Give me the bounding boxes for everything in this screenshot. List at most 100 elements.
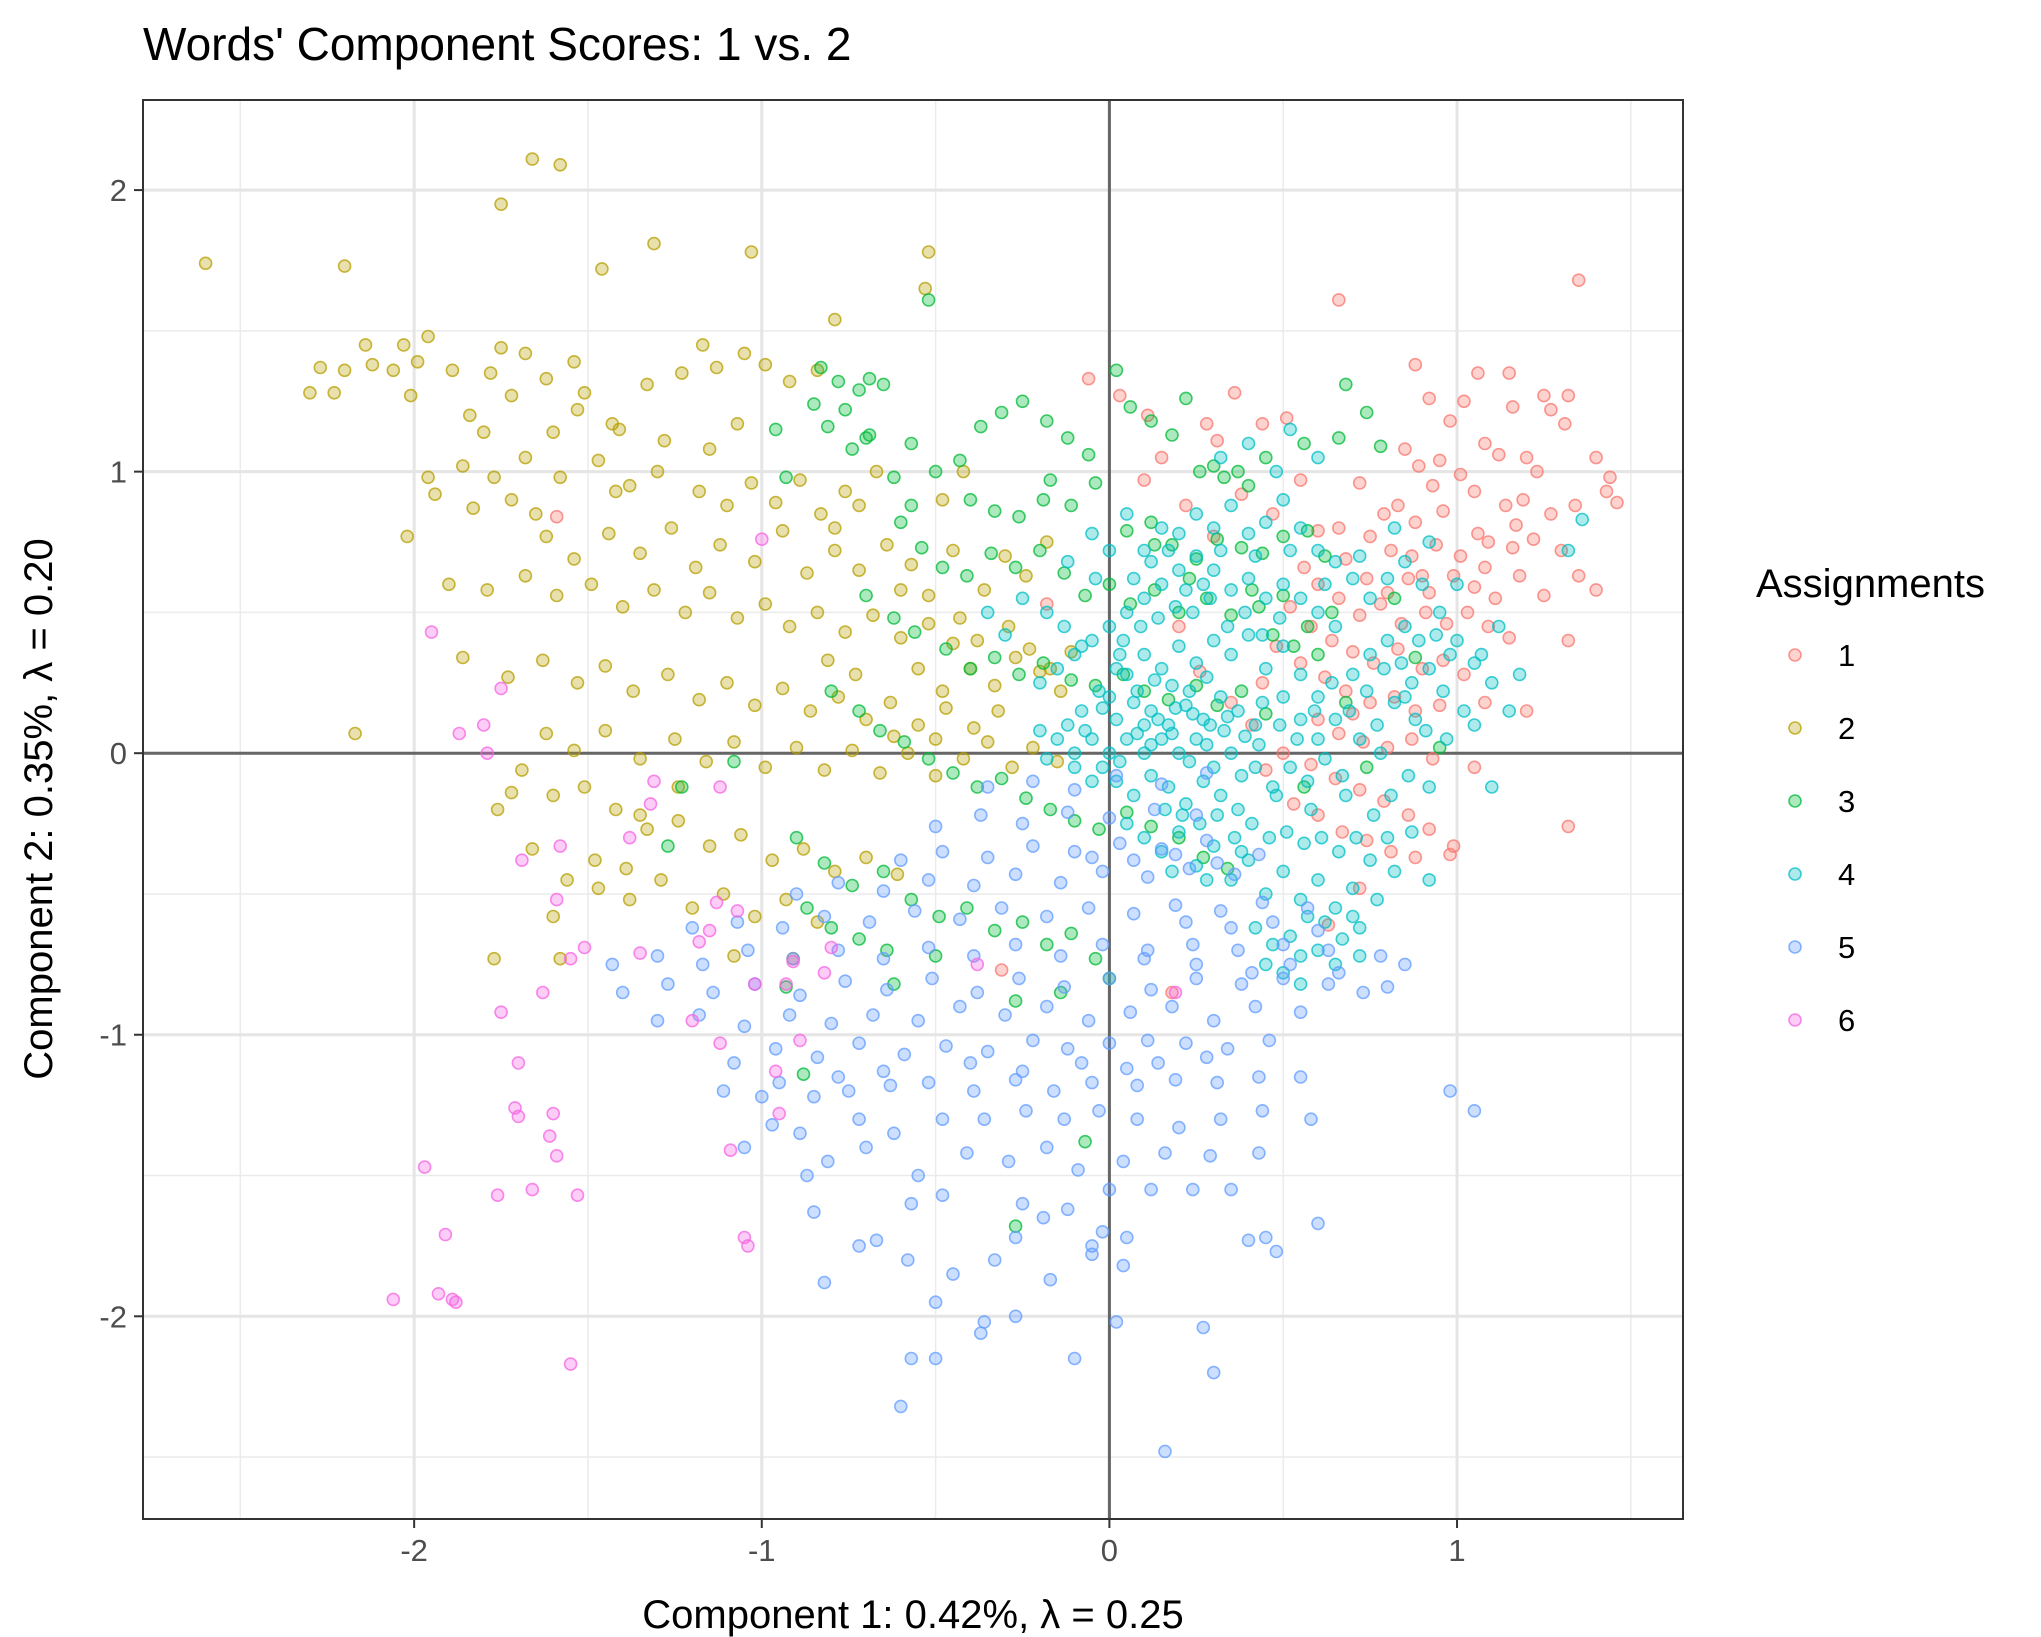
data-point bbox=[1109, 768, 1124, 783]
data-point bbox=[935, 492, 950, 507]
data-point bbox=[1311, 923, 1325, 938]
legend-label: 6 bbox=[1838, 1003, 1855, 1038]
data-point bbox=[1352, 881, 1367, 896]
data-point bbox=[998, 549, 1012, 563]
data-point bbox=[1311, 523, 1325, 538]
data-point bbox=[553, 951, 568, 966]
data-point bbox=[1259, 706, 1273, 721]
data-point bbox=[1078, 723, 1092, 738]
data-point bbox=[1241, 478, 1256, 493]
data-point bbox=[1137, 718, 1151, 732]
data-point bbox=[789, 887, 804, 901]
data-point bbox=[1544, 507, 1558, 521]
data-point bbox=[998, 1008, 1012, 1022]
data-point bbox=[1126, 571, 1141, 586]
data-point bbox=[1102, 690, 1117, 704]
data-point bbox=[608, 802, 623, 817]
data-point bbox=[921, 940, 936, 955]
data-point bbox=[1366, 808, 1381, 822]
data-point bbox=[1036, 656, 1051, 670]
data-point bbox=[1363, 591, 1377, 606]
data-point bbox=[1189, 549, 1204, 563]
data-point bbox=[1227, 830, 1242, 845]
data-point bbox=[1140, 1033, 1155, 1048]
data-point bbox=[1387, 591, 1402, 606]
data-point bbox=[1220, 709, 1235, 724]
data-point bbox=[1196, 577, 1211, 592]
data-point bbox=[852, 1036, 866, 1050]
data-point bbox=[1154, 521, 1169, 535]
data-point bbox=[935, 844, 950, 859]
data-point bbox=[1328, 554, 1343, 569]
data-point bbox=[1255, 1104, 1270, 1118]
data-point bbox=[1363, 853, 1377, 868]
data-point bbox=[400, 529, 415, 544]
data-point bbox=[876, 951, 891, 966]
data-point bbox=[1043, 1272, 1058, 1287]
data-point bbox=[584, 577, 599, 592]
data-point bbox=[1085, 633, 1099, 648]
data-point bbox=[1238, 605, 1252, 620]
data-point bbox=[1561, 819, 1576, 834]
data-point bbox=[939, 701, 953, 715]
data-point bbox=[1060, 718, 1075, 732]
data-point bbox=[1036, 492, 1051, 507]
data-point bbox=[553, 158, 568, 172]
data-point bbox=[1186, 937, 1200, 952]
data-point bbox=[1060, 431, 1075, 445]
data-point bbox=[1234, 540, 1249, 555]
data-point bbox=[1085, 850, 1099, 865]
data-point bbox=[852, 704, 866, 718]
data-point bbox=[1405, 732, 1419, 746]
data-point bbox=[1064, 673, 1078, 687]
data-point bbox=[1182, 571, 1197, 586]
x-tick-label: 0 bbox=[1101, 1533, 1118, 1568]
data-point bbox=[1300, 619, 1315, 634]
x-tick-label: 1 bbox=[1448, 1533, 1465, 1568]
data-point bbox=[987, 923, 1002, 938]
data-point bbox=[928, 768, 943, 783]
data-point bbox=[1293, 591, 1308, 606]
data-point bbox=[893, 630, 908, 645]
data-point bbox=[455, 650, 470, 665]
data-point bbox=[1213, 788, 1228, 803]
data-point bbox=[1008, 867, 1023, 882]
data-point bbox=[622, 892, 637, 907]
data-point bbox=[1589, 450, 1603, 465]
series-3 bbox=[661, 293, 1447, 1233]
data-point bbox=[727, 1056, 741, 1070]
data-point bbox=[1040, 937, 1054, 952]
data-point bbox=[1019, 1104, 1033, 1118]
data-point bbox=[549, 892, 564, 907]
data-point bbox=[1255, 546, 1270, 561]
data-point bbox=[747, 698, 762, 713]
data-point bbox=[1300, 523, 1315, 538]
data-point bbox=[1102, 811, 1117, 825]
data-point bbox=[1137, 591, 1151, 606]
data-point bbox=[1047, 1084, 1061, 1098]
data-point bbox=[1144, 819, 1158, 834]
data-point bbox=[1502, 704, 1516, 718]
data-point bbox=[1231, 464, 1245, 479]
data-point bbox=[605, 957, 620, 972]
data-point bbox=[1276, 864, 1290, 879]
data-point bbox=[1346, 881, 1360, 896]
data-point bbox=[1102, 619, 1117, 634]
data-point bbox=[452, 726, 467, 741]
data-point bbox=[539, 371, 554, 386]
data-point bbox=[782, 619, 797, 634]
data-point bbox=[963, 492, 978, 507]
data-point bbox=[674, 366, 689, 380]
data-point bbox=[647, 236, 661, 251]
data-point bbox=[303, 385, 317, 400]
data-point bbox=[713, 780, 727, 794]
data-point bbox=[716, 1084, 731, 1098]
data-point bbox=[1422, 873, 1436, 887]
data-point bbox=[841, 1084, 856, 1098]
data-point bbox=[1502, 366, 1516, 380]
legend-label: 2 bbox=[1838, 711, 1855, 746]
data-point bbox=[1293, 977, 1308, 991]
data-point bbox=[1283, 760, 1297, 775]
data-point bbox=[831, 943, 846, 958]
data-point bbox=[887, 1126, 901, 1141]
